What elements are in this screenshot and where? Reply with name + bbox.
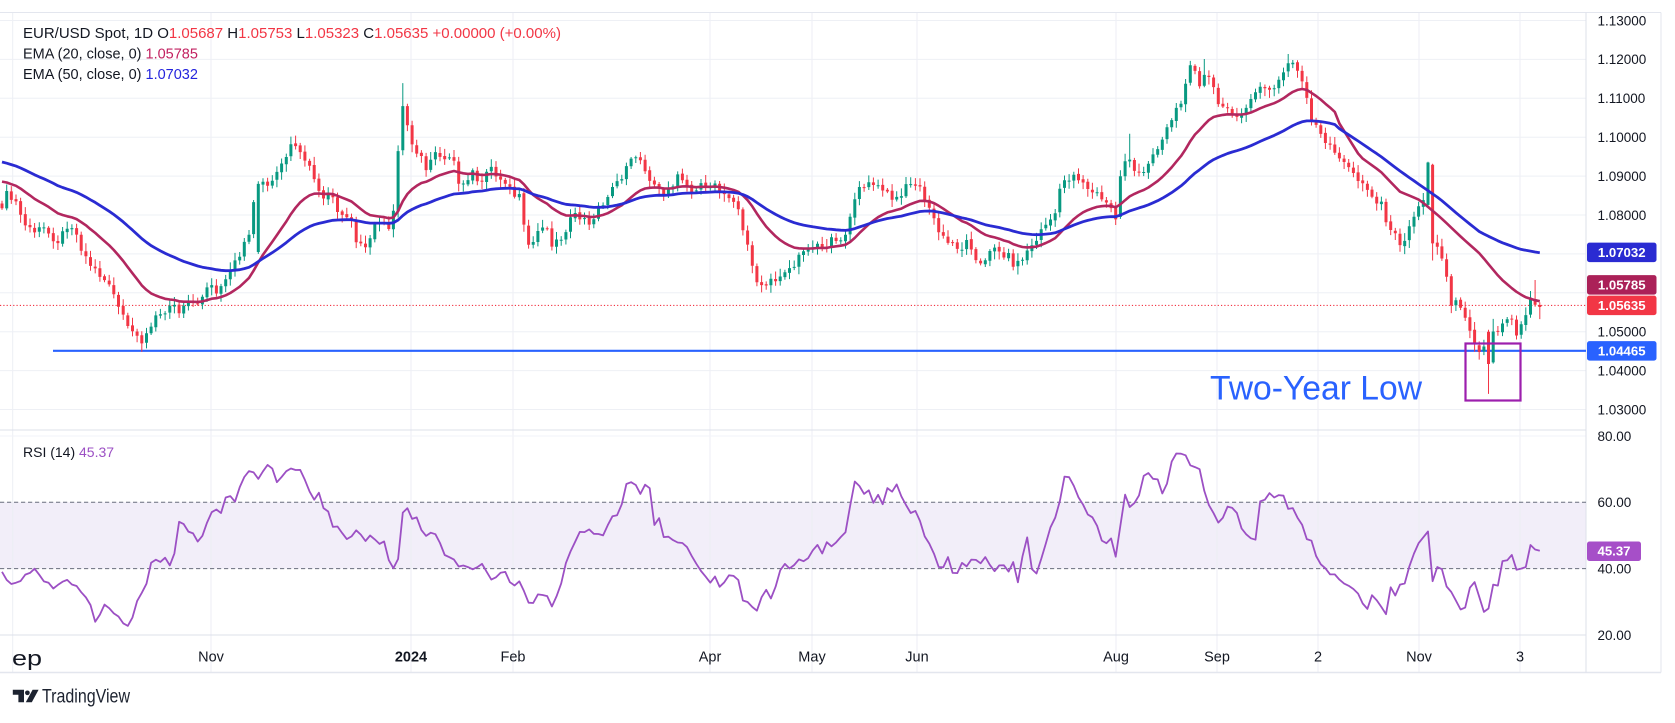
- svg-text:Apr: Apr: [699, 650, 722, 666]
- svg-text:Two-Year Low: Two-Year Low: [1210, 370, 1422, 408]
- svg-text:1.09000: 1.09000: [1598, 169, 1647, 184]
- svg-text:Nov: Nov: [1406, 650, 1433, 666]
- svg-text:1.04000: 1.04000: [1598, 363, 1647, 378]
- svg-text:1.04465: 1.04465: [1598, 344, 1646, 359]
- svg-text:May: May: [798, 650, 826, 666]
- svg-text:1.13000: 1.13000: [1598, 13, 1647, 28]
- svg-text:1.10000: 1.10000: [1598, 130, 1647, 145]
- svg-text:Jun: Jun: [905, 650, 928, 666]
- svg-text:EMA (20, close, 0) 1.05785: EMA (20, close, 0) 1.05785: [23, 47, 198, 63]
- svg-text:EUR/USD Spot, 1D O1.05687 H1.0: EUR/USD Spot, 1D O1.05687 H1.05753 L1.05…: [23, 25, 561, 42]
- svg-text:20.00: 20.00: [1598, 628, 1632, 643]
- svg-text:EMA (50, close, 0) 1.07032: EMA (50, close, 0) 1.07032: [23, 67, 198, 83]
- svg-text:TradingView: TradingView: [42, 686, 130, 707]
- svg-text:1.12000: 1.12000: [1598, 52, 1647, 67]
- svg-text:Sep: Sep: [1204, 650, 1230, 666]
- svg-text:3: 3: [1516, 650, 1524, 666]
- svg-text:1.03000: 1.03000: [1598, 402, 1647, 417]
- svg-text:40.00: 40.00: [1598, 561, 1632, 576]
- svg-text:60.00: 60.00: [1598, 495, 1632, 510]
- svg-text:ep: ep: [12, 648, 42, 671]
- svg-text:2: 2: [1314, 650, 1322, 666]
- svg-text:1.08000: 1.08000: [1598, 208, 1647, 223]
- svg-text:Aug: Aug: [1103, 650, 1129, 666]
- svg-text:Feb: Feb: [501, 650, 526, 666]
- svg-text:1.05785: 1.05785: [1598, 278, 1646, 293]
- svg-text:1.11000: 1.11000: [1598, 91, 1646, 106]
- svg-text:1.07032: 1.07032: [1598, 245, 1646, 260]
- svg-text:2024: 2024: [395, 650, 427, 666]
- svg-text:Nov: Nov: [198, 650, 225, 666]
- svg-text:RSI (14) 45.37: RSI (14) 45.37: [23, 444, 114, 460]
- svg-text:80.00: 80.00: [1598, 429, 1632, 444]
- svg-text:1.05000: 1.05000: [1598, 325, 1647, 340]
- svg-text:1.05635: 1.05635: [1598, 298, 1646, 313]
- svg-text:45.37: 45.37: [1597, 544, 1630, 559]
